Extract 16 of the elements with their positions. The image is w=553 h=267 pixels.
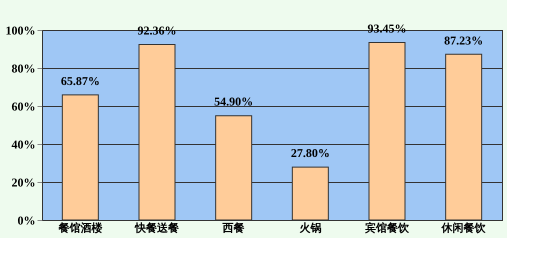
y-tick-label: 60%	[12, 100, 36, 114]
x-tick-label: 宾馆餐饮	[364, 222, 410, 234]
data-label: 27.80%	[290, 146, 330, 160]
x-tick-label: 餐馆酒楼	[57, 222, 104, 234]
data-label: 54.90%	[214, 94, 254, 109]
y-tick-label: 20%	[12, 176, 36, 190]
y-tick-label: 0%	[18, 214, 36, 228]
x-tick-label: 快餐送餐	[134, 222, 179, 234]
x-tick-label: 火锅	[299, 222, 322, 234]
y-tick-label: 80%	[12, 62, 36, 76]
y-tick-label: 100%	[6, 24, 36, 38]
x-tick-label: 西餐	[222, 222, 245, 234]
x-tick-label: 休闲餐饮	[440, 222, 487, 234]
y-tick-label: 40%	[12, 138, 36, 152]
data-label: 87.23%	[444, 33, 484, 48]
data-label: 65.87%	[60, 74, 100, 88]
